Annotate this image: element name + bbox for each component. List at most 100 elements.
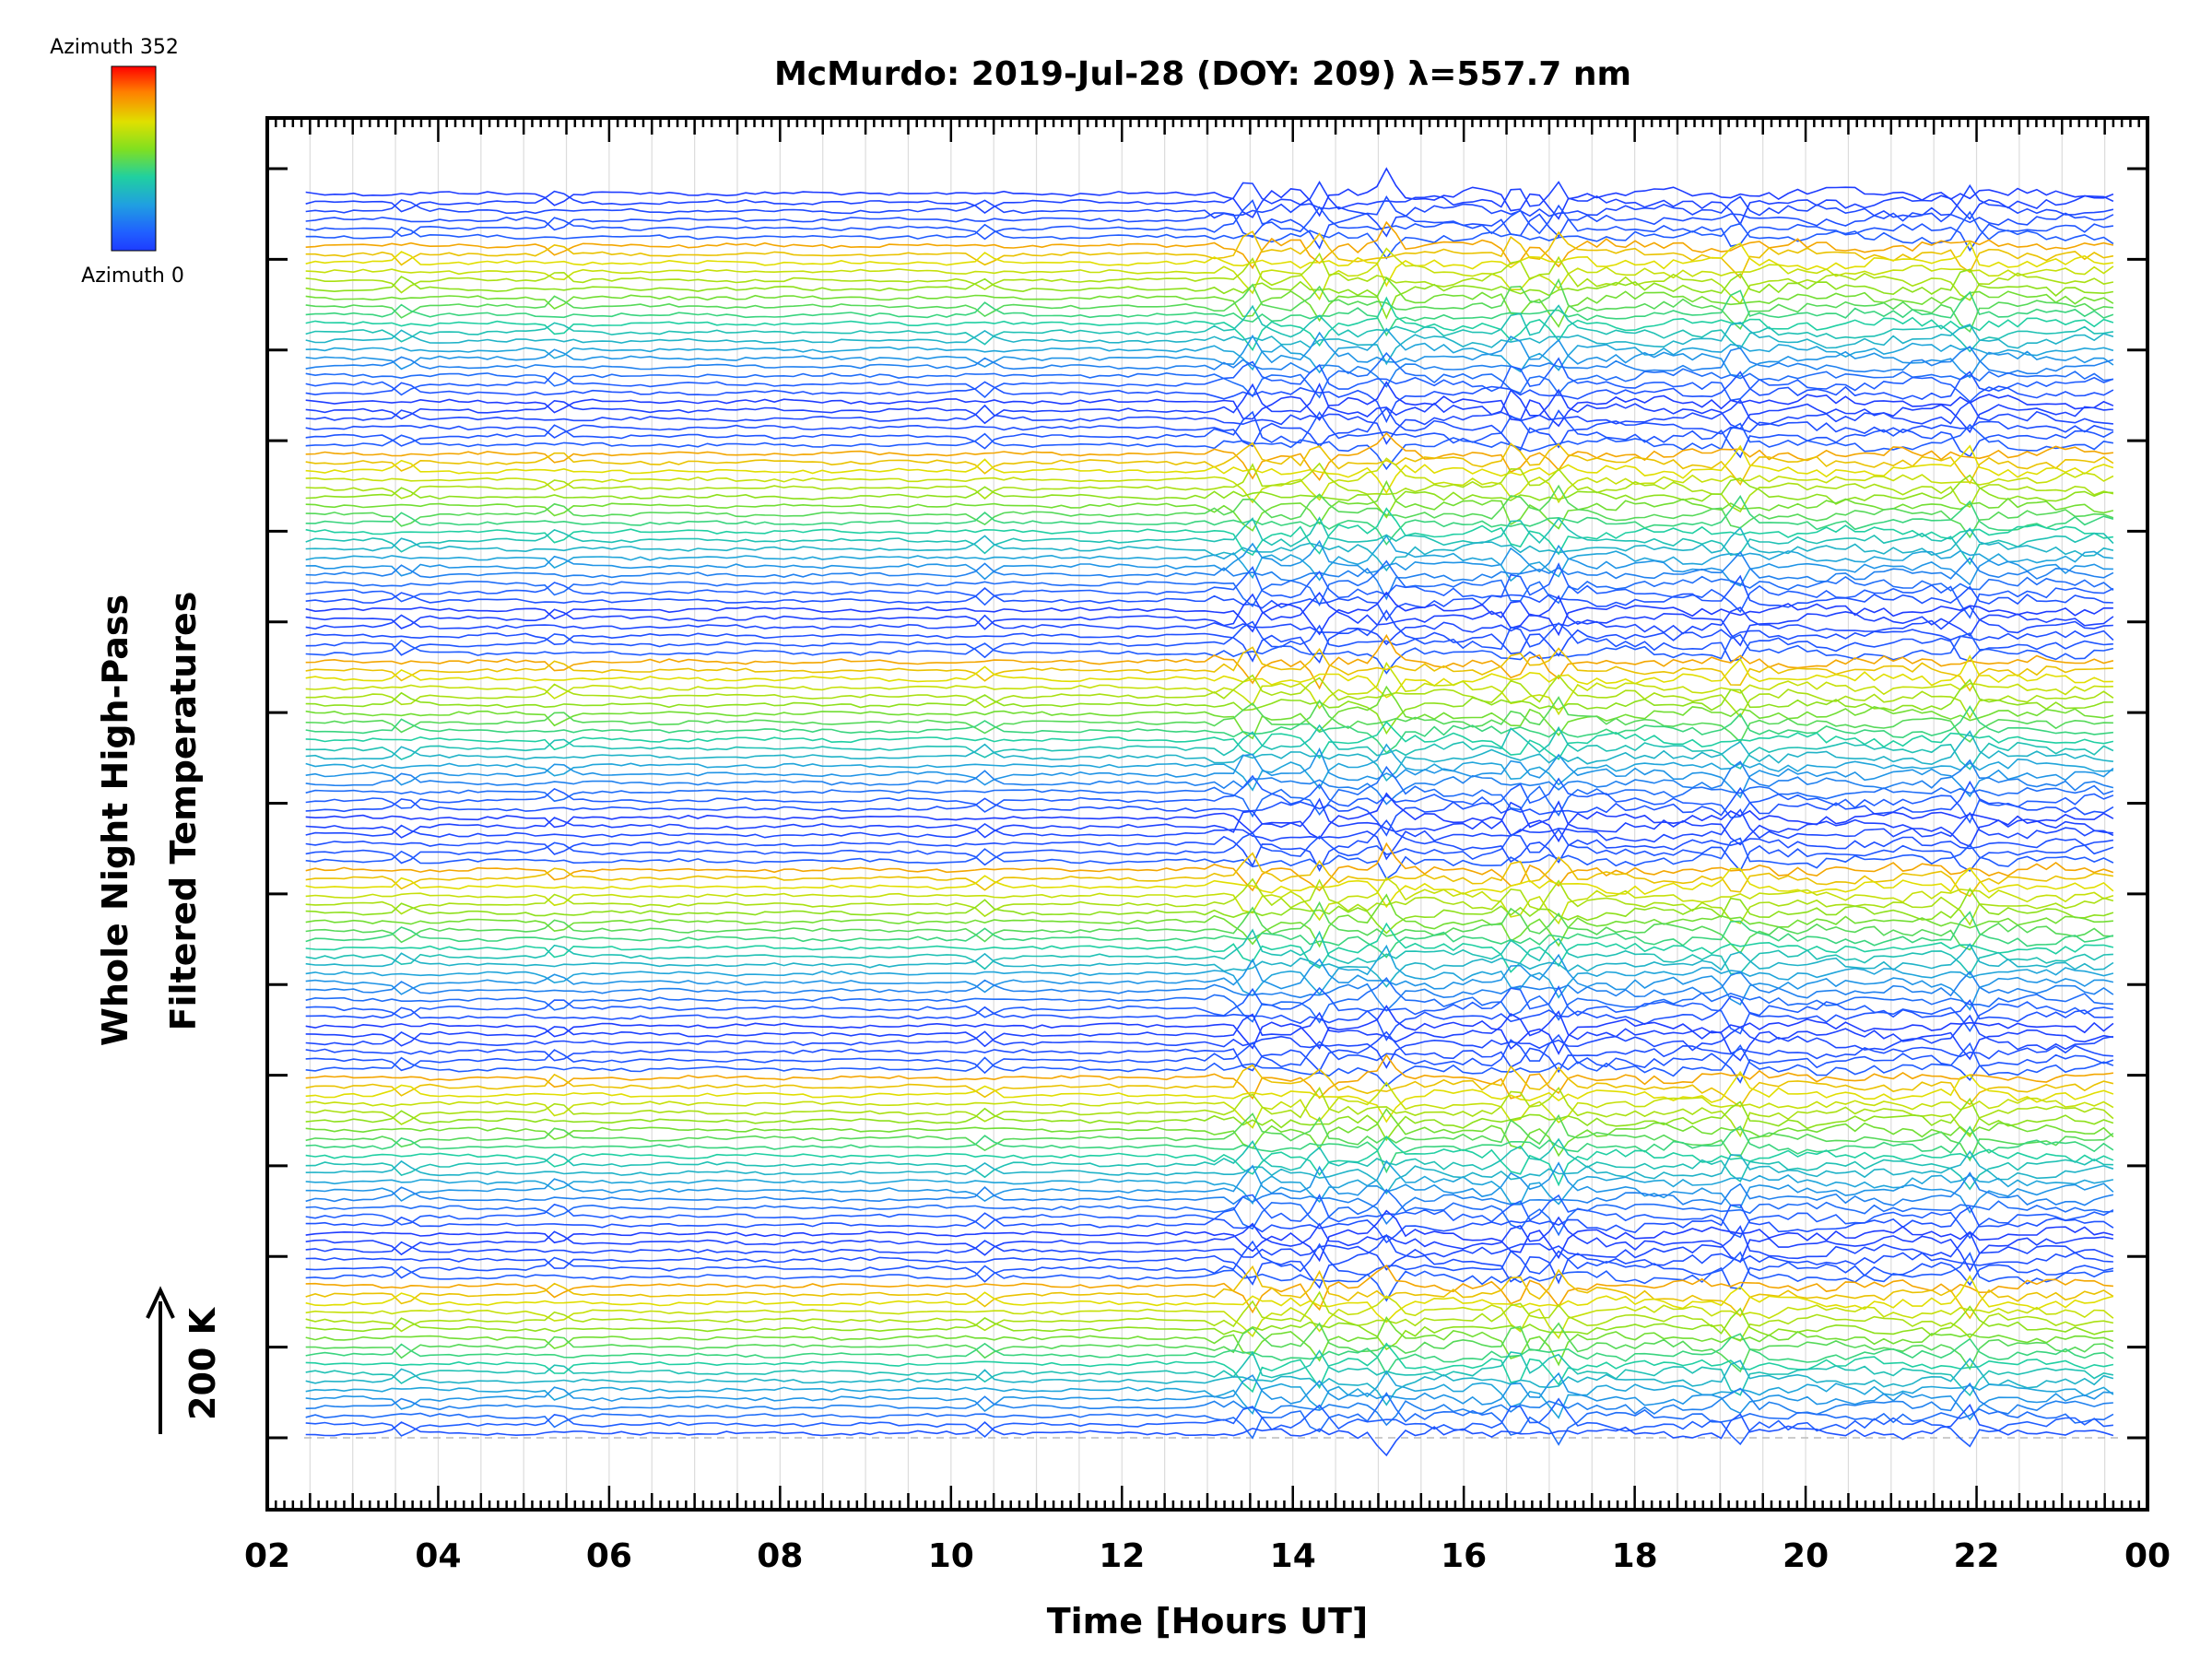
temperature-series xyxy=(305,1251,2113,1302)
temperature-series xyxy=(305,351,2113,399)
temperature-series xyxy=(305,516,2114,566)
temperature-series xyxy=(305,444,2114,495)
temperature-series xyxy=(305,605,2113,646)
temperature-series xyxy=(305,797,2113,848)
temperature-series xyxy=(305,887,2114,935)
x-tick-label: 12 xyxy=(1099,1537,1145,1575)
temperature-series xyxy=(305,852,2114,898)
colorbar-top-label: Azimuth 352 xyxy=(50,36,179,59)
temperature-series xyxy=(305,976,2113,1024)
temperature-series xyxy=(305,268,2114,320)
temperature-series xyxy=(305,1053,2114,1100)
temperature-series xyxy=(305,398,2113,445)
temperature-series xyxy=(305,484,2114,539)
temperature-series xyxy=(305,1005,2114,1055)
temperature-series xyxy=(305,550,2114,601)
temperature-series xyxy=(305,1322,2114,1373)
vertical-gridlines xyxy=(309,118,2106,1510)
temperature-series xyxy=(305,220,2114,270)
temperature-series xyxy=(305,474,2113,519)
temperature-series xyxy=(305,609,2114,664)
temperature-series-group xyxy=(305,167,2114,1457)
temperature-series xyxy=(305,893,2113,948)
temperature-series xyxy=(305,774,2114,824)
temperature-series xyxy=(305,539,2113,587)
temperature-series xyxy=(305,1135,2114,1187)
temperature-series xyxy=(305,210,2114,260)
temperature-series xyxy=(305,1149,2114,1195)
temperature-series xyxy=(305,406,2114,452)
temperature-series xyxy=(305,1305,2113,1351)
temperature-series xyxy=(305,685,2114,740)
temperature-series xyxy=(305,678,2113,735)
temperature-series xyxy=(305,289,2114,337)
temperature-series xyxy=(305,592,2114,647)
temperature-series xyxy=(305,828,2114,873)
x-tick-label: 02 xyxy=(244,1537,290,1575)
temperature-series xyxy=(305,1041,2114,1088)
x-tick-label: 20 xyxy=(1783,1537,1829,1575)
temperature-series xyxy=(305,252,2114,305)
temperature-series xyxy=(305,943,2114,988)
temperature-series xyxy=(305,591,2113,637)
x-tick-label: 00 xyxy=(2124,1537,2171,1575)
temperature-series xyxy=(305,195,2114,250)
temperature-series xyxy=(305,562,2114,619)
temperature-series xyxy=(305,479,2114,532)
temperature-series xyxy=(305,1233,2113,1289)
temperature-series xyxy=(305,381,2114,428)
x-tick-label: 16 xyxy=(1441,1537,1487,1575)
temperature-series xyxy=(305,1392,2114,1446)
temperature-series xyxy=(305,721,2114,760)
temperature-series xyxy=(305,457,2114,504)
colorbar-gradient xyxy=(111,65,157,252)
temperature-series xyxy=(305,674,2114,720)
y-axis-label-line2: Filtered Temperatures xyxy=(163,592,204,1031)
temperature-series xyxy=(305,535,2113,582)
temperature-series xyxy=(305,494,2114,546)
temperature-series xyxy=(305,559,2114,608)
temperature-series xyxy=(305,1087,2114,1138)
y-axis-label-line1: Whole Night High-Pass xyxy=(95,594,135,1046)
temperature-series xyxy=(305,1161,2114,1214)
x-tick-label: 22 xyxy=(1953,1537,1999,1575)
temperature-series xyxy=(305,661,2113,716)
temperature-series xyxy=(305,1204,2114,1244)
temperature-series xyxy=(305,327,2114,374)
temperature-series xyxy=(305,747,2114,799)
temperature-series xyxy=(305,331,2114,379)
temperature-series xyxy=(305,247,2114,301)
temperature-series xyxy=(305,705,2113,754)
temperature-series xyxy=(305,1225,2114,1271)
temperature-series xyxy=(305,183,2114,238)
temperature-series xyxy=(305,911,2114,959)
temperature-series xyxy=(305,304,2114,353)
temperature-series xyxy=(305,346,2114,388)
temperature-series xyxy=(305,1264,2113,1314)
temperature-series xyxy=(305,574,2113,622)
x-tick-label: 10 xyxy=(928,1537,974,1575)
x-tick-label: 06 xyxy=(586,1537,632,1575)
axis-ticks xyxy=(265,118,2149,1510)
temperature-series xyxy=(305,696,2113,744)
temperature-series xyxy=(305,994,2113,1041)
temperature-series xyxy=(305,1064,2114,1108)
x-tick-labels: 02 04 06 08 10 12 14 16 18 20 22 00 xyxy=(244,1537,2171,1575)
x-tick-label: 04 xyxy=(415,1537,461,1575)
x-tick-label: 08 xyxy=(757,1537,803,1575)
temperature-series xyxy=(305,276,2114,328)
temperature-series xyxy=(305,277,2113,333)
temperature-series xyxy=(305,1216,2114,1273)
temperature-series xyxy=(305,900,2113,955)
temperature-series xyxy=(305,1188,2113,1237)
temperature-series xyxy=(305,971,2114,1012)
temperature-series xyxy=(305,296,2114,352)
temperature-series xyxy=(305,371,2114,424)
temperature-series xyxy=(305,1137,2113,1191)
temperature-series xyxy=(305,867,2114,909)
temperature-series xyxy=(305,1290,2114,1342)
temperature-series xyxy=(305,462,2114,513)
temperature-series xyxy=(305,877,2114,926)
temperature-series xyxy=(305,1370,2114,1419)
temperature-series xyxy=(305,199,2114,253)
